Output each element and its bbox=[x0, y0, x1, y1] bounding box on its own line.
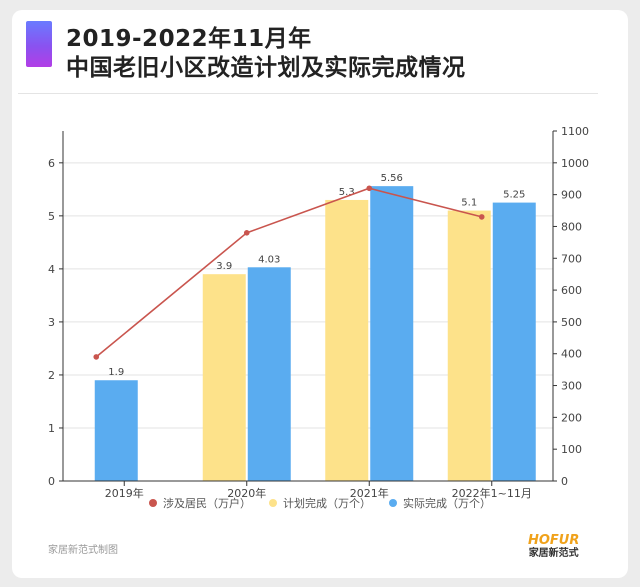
point-residents bbox=[478, 214, 485, 220]
footer-note: 家居新范式制图 bbox=[48, 545, 118, 556]
legend-item-planned[interactable]: 计划完成（万个） bbox=[269, 493, 371, 513]
y-left-tick-label: 5 bbox=[48, 210, 55, 223]
y-right-tick-label: 900 bbox=[561, 189, 582, 202]
chart-title-line2: 中国老旧小区改造计划及实际完成情况 bbox=[66, 55, 466, 81]
chart-title-line1: 2019-2022年11月年 bbox=[66, 26, 312, 52]
y-right-tick-label: 200 bbox=[561, 411, 582, 424]
data-label-planned: 3.9 bbox=[216, 261, 232, 272]
y-right-tick-label: 0 bbox=[561, 475, 568, 488]
x-tick-label: 2020年 bbox=[227, 486, 266, 500]
line-residents bbox=[95, 187, 482, 358]
legend-dot-residents bbox=[149, 499, 157, 507]
data-label-actual: 5.56 bbox=[381, 173, 403, 184]
y-left-tick-label: 1 bbox=[48, 422, 55, 435]
legend-dot-actual bbox=[389, 499, 397, 507]
y-right-tick-label: 400 bbox=[561, 348, 582, 361]
bar-actual bbox=[247, 267, 291, 481]
y-right-tick-label: 500 bbox=[561, 316, 582, 329]
x-tick-label: 2019年 bbox=[105, 486, 144, 500]
bar-planned bbox=[202, 274, 246, 481]
x-tick-label: 2021年 bbox=[350, 486, 389, 500]
y-right-tick-label: 300 bbox=[561, 380, 582, 393]
legend-label-residents: 涉及居民（万户） bbox=[163, 497, 251, 510]
y-right-tick-label: 600 bbox=[561, 284, 582, 297]
data-label-actual: 4.03 bbox=[258, 254, 280, 265]
bar-planned bbox=[447, 210, 491, 481]
legend-item-actual[interactable]: 实际完成（万个） bbox=[389, 493, 491, 513]
point-residents bbox=[243, 230, 250, 236]
bar-actual bbox=[492, 202, 536, 481]
x-tick-label: 2022年1~11月 bbox=[452, 486, 532, 500]
data-label-actual: 5.25 bbox=[503, 190, 525, 201]
y-left-tick-label: 4 bbox=[48, 263, 55, 276]
title-accent-bar bbox=[26, 21, 52, 67]
y-left-tick-label: 6 bbox=[48, 157, 55, 170]
y-right-tick-label: 700 bbox=[561, 252, 582, 265]
point-residents bbox=[366, 185, 373, 192]
data-label-actual: 1.9 bbox=[108, 367, 124, 378]
title-divider bbox=[18, 93, 598, 94]
chart-legend: 涉及居民（万户） 计划完成（万个） 实际完成（万个） bbox=[0, 493, 640, 513]
legend-item-residents[interactable]: 涉及居民（万户） bbox=[149, 493, 251, 513]
data-label-planned: 5.1 bbox=[461, 198, 477, 209]
bar-planned bbox=[325, 199, 369, 481]
legend-label-planned: 计划完成（万个） bbox=[283, 497, 371, 510]
brand-name: HOFUR bbox=[528, 533, 580, 548]
legend-dot-planned bbox=[269, 499, 277, 507]
data-label-planned: 5.3 bbox=[339, 187, 355, 198]
point-residents bbox=[93, 354, 100, 360]
legend-label-actual: 实际完成（万个） bbox=[403, 497, 491, 510]
y-left-tick-label: 2 bbox=[48, 369, 55, 382]
y-left-tick-label: 0 bbox=[48, 475, 55, 488]
y-right-tick-label: 1100 bbox=[561, 125, 589, 138]
y-left-tick-label: 3 bbox=[48, 316, 55, 329]
y-right-tick-label: 100 bbox=[561, 443, 582, 456]
brand-subtitle: 家居新范式 bbox=[528, 548, 579, 559]
y-right-tick-label: 800 bbox=[561, 220, 582, 233]
brand-logo: HOFUR 家居新范式 bbox=[528, 534, 579, 561]
bar-actual bbox=[94, 380, 138, 481]
y-right-tick-label: 1000 bbox=[561, 157, 589, 170]
bar-actual bbox=[370, 186, 414, 481]
